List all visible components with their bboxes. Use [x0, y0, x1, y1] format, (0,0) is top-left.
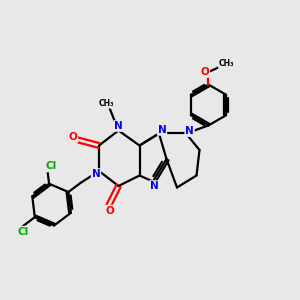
Text: N: N [185, 126, 194, 136]
Text: N: N [150, 181, 159, 191]
Text: O: O [68, 132, 77, 142]
Text: N: N [114, 121, 123, 131]
Text: CH₃: CH₃ [219, 59, 234, 68]
Text: O: O [200, 67, 209, 77]
Text: O: O [105, 206, 114, 216]
Text: Cl: Cl [17, 226, 29, 237]
Text: N: N [158, 125, 166, 135]
Text: CH₃: CH₃ [99, 99, 114, 108]
Text: Cl: Cl [45, 161, 56, 172]
Text: N: N [92, 169, 100, 179]
